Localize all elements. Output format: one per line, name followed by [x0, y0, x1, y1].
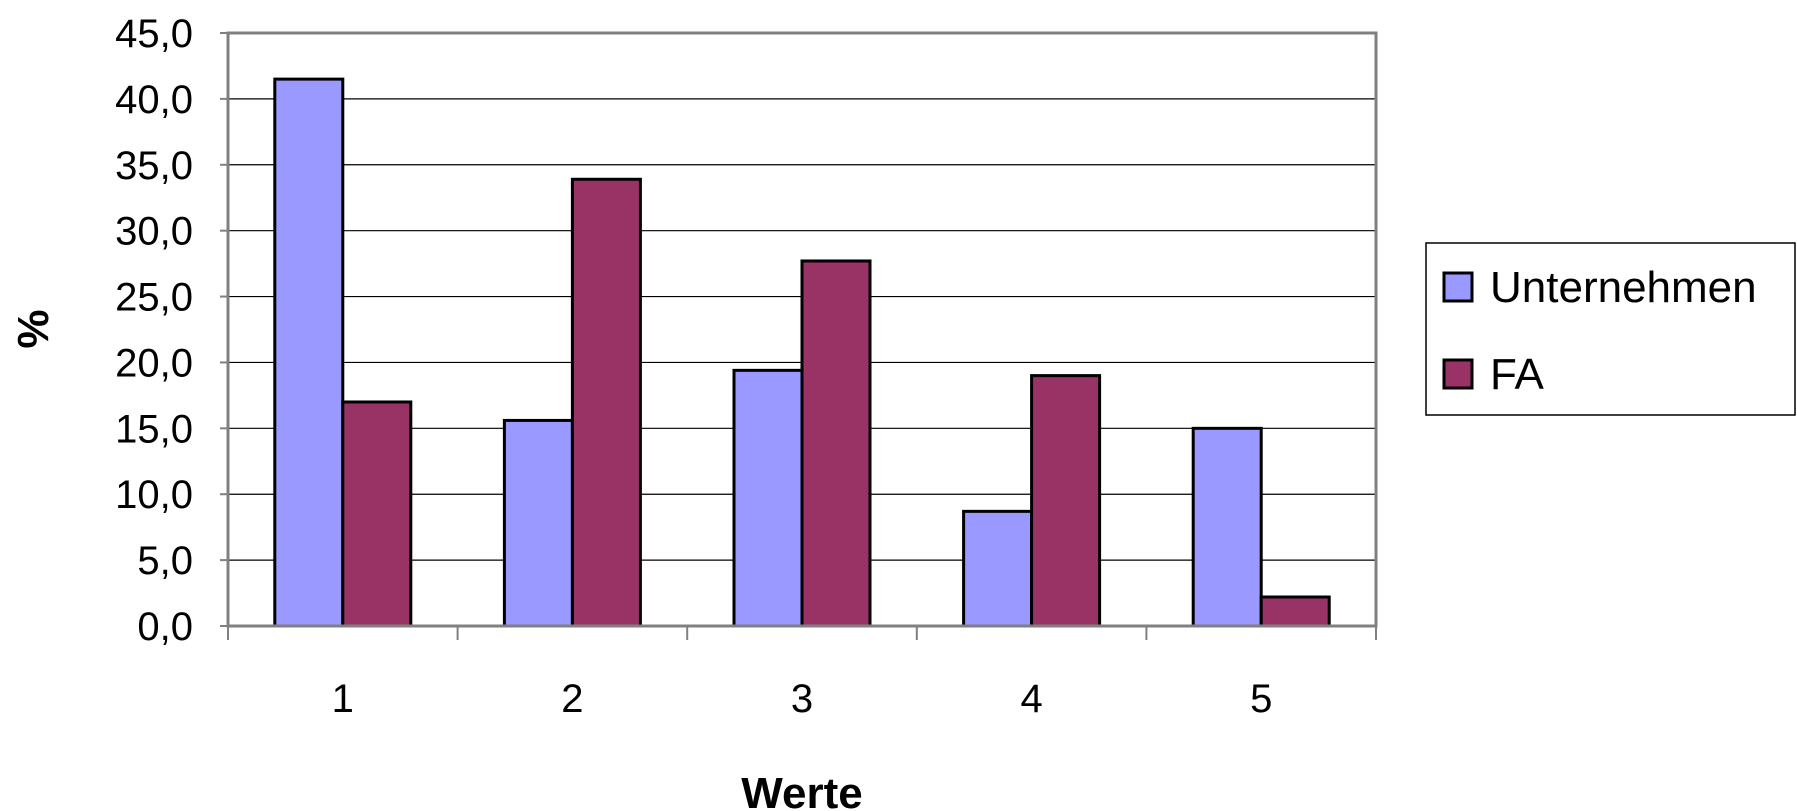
y-tick-label: 10,0 — [115, 473, 193, 517]
legend-swatch-fa — [1442, 358, 1474, 390]
x-tick-label: 5 — [1250, 677, 1272, 721]
y-axis-title: % — [9, 309, 58, 348]
bar-fa-4 — [1030, 374, 1102, 628]
y-tick-labels: 0,0 5,0 10,0 15,0 20,0 25,0 30,0 35,0 40,0 45,0 — [115, 12, 228, 649]
legend: Unternehmen FA — [1425, 242, 1796, 416]
x-tick-label: 1 — [332, 677, 354, 721]
x-axis — [227, 624, 1377, 640]
bar-fa-2 — [570, 177, 642, 628]
bar-unternehmen-3 — [732, 368, 804, 628]
bar-fa-3 — [800, 259, 872, 628]
y-tick-label: 30,0 — [115, 210, 193, 254]
x-tick-label: 2 — [561, 677, 583, 721]
x-axis-title: Werte — [741, 769, 862, 811]
y-tick-label: 35,0 — [115, 144, 193, 188]
x-tick-label: 4 — [1020, 677, 1042, 721]
bar-unternehmen-2 — [502, 418, 574, 628]
y-tick-label: 0,0 — [137, 605, 193, 649]
bar-unternehmen-4 — [962, 509, 1034, 628]
legend-label-unternehmen: Unternehmen — [1490, 263, 1757, 312]
y-tick-label: 25,0 — [115, 276, 193, 320]
x-tick-label: 3 — [791, 677, 813, 721]
legend-swatch-unternehmen — [1442, 271, 1474, 303]
legend-box — [1425, 242, 1796, 416]
bar-unternehmen-1 — [273, 77, 345, 628]
bar-unternehmen-5 — [1191, 426, 1263, 628]
bars — [273, 77, 1331, 628]
x-tick-labels: 1 2 3 4 5 — [332, 677, 1273, 721]
y-tick-label: 40,0 — [115, 78, 193, 122]
y-tick-label: 5,0 — [137, 539, 193, 583]
y-tick-label: 45,0 — [115, 12, 193, 56]
y-tick-label: 15,0 — [115, 407, 193, 451]
bar-fa-1 — [341, 400, 413, 628]
legend-label-fa: FA — [1490, 350, 1544, 399]
y-tick-label: 20,0 — [115, 341, 193, 385]
bar-fa-5 — [1259, 595, 1331, 628]
